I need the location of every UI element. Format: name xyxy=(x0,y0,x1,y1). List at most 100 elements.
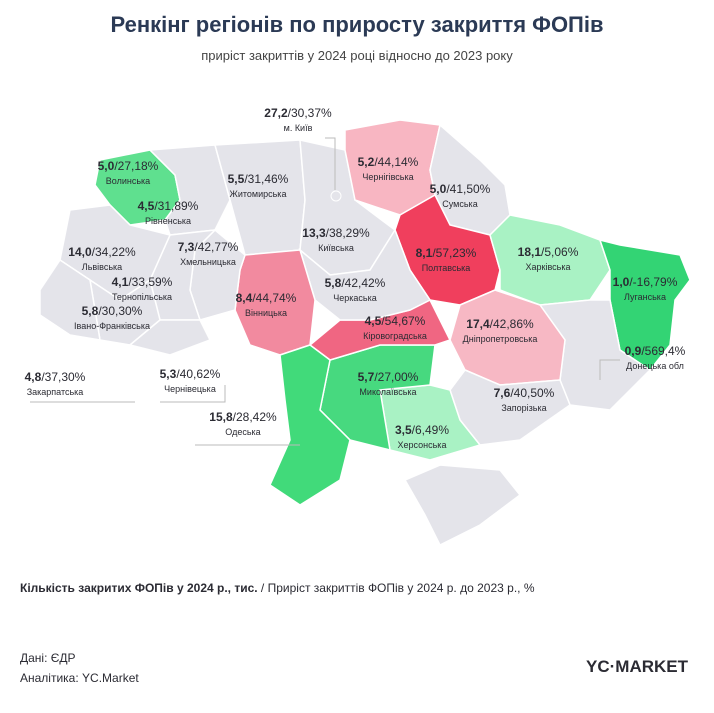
region-name: Запорізька xyxy=(501,403,546,413)
count: 5,3 xyxy=(160,367,177,381)
labels: 5,0/27,18% Волинська 4,5/31,89% Рівненська 5… xyxy=(25,106,686,450)
region-value: 0,9/569,4% xyxy=(625,344,686,358)
count: 0,9 xyxy=(625,344,642,358)
growth: /44,74% xyxy=(252,291,296,305)
region-value: 15,8/28,42% xyxy=(209,410,277,424)
growth: /37,30% xyxy=(41,370,85,384)
count: 4,5 xyxy=(365,314,382,328)
count: 27,2 xyxy=(264,106,288,120)
region xyxy=(330,190,342,202)
region-value: 14,0/34,22% xyxy=(68,245,136,259)
crimea xyxy=(403,464,522,547)
subtitle: приріст закриттів у 2024 році відносно д… xyxy=(201,48,513,63)
count: 8,1 xyxy=(416,246,433,260)
growth: /42,42% xyxy=(341,276,385,290)
growth: /30,37% xyxy=(288,106,332,120)
count: 5,8 xyxy=(82,304,99,318)
title: Ренкінг регіонів по приросту закриття ФО… xyxy=(110,12,603,37)
growth: /57,23% xyxy=(432,246,476,260)
region xyxy=(39,258,101,341)
growth: /34,22% xyxy=(92,245,136,259)
region-name: Вінницька xyxy=(245,308,287,318)
region-name: Івано-Франківська xyxy=(74,321,150,331)
growth: /-16,79% xyxy=(629,275,677,289)
count: 13,3 xyxy=(302,226,326,240)
region-value: 4,5/54,67% xyxy=(365,314,426,328)
count: 18,1 xyxy=(518,245,542,259)
growth: /38,29% xyxy=(326,226,370,240)
region-name: Дніпропетровська xyxy=(463,334,538,344)
growth: /42,86% xyxy=(490,317,534,331)
region-name: Львівська xyxy=(82,262,122,272)
region-name: Рівненська xyxy=(145,216,191,226)
region-value: 3,5/6,49% xyxy=(395,423,449,437)
count: 5,8 xyxy=(325,276,342,290)
growth: /40,50% xyxy=(510,386,554,400)
region-name: Закарпатська xyxy=(27,387,84,397)
legend-bold: Кількість закритих ФОПів у 2024 р., тис. xyxy=(20,581,258,595)
growth: /42,77% xyxy=(194,240,238,254)
count: 7,3 xyxy=(178,240,195,254)
region-value: 1,0/-16,79% xyxy=(613,275,678,289)
count: 5,0 xyxy=(430,182,447,196)
region-value: 13,3/38,29% xyxy=(302,226,370,240)
legend: Кількість закритих ФОПів у 2024 р., тис.… xyxy=(20,581,535,595)
region-value: 17,4/42,86% xyxy=(466,317,534,331)
region-value: 4,8/37,30% xyxy=(25,370,86,384)
growth: /5,06% xyxy=(541,245,579,259)
region-name: Донецька обл xyxy=(626,361,684,371)
region-value: 8,1/57,23% xyxy=(416,246,477,260)
count: 1,0 xyxy=(613,275,630,289)
count: 4,1 xyxy=(112,275,129,289)
region xyxy=(298,228,432,321)
region-name: Волинська xyxy=(106,176,150,186)
region xyxy=(489,214,611,306)
region-value: 8,4/44,74% xyxy=(236,291,297,305)
source: Дані: ЄДР xyxy=(20,651,76,665)
growth: /31,89% xyxy=(154,199,198,213)
count: 14,0 xyxy=(68,245,92,259)
growth: /40,62% xyxy=(176,367,220,381)
region-name: м. Київ xyxy=(284,123,313,133)
leader xyxy=(325,137,336,190)
region-name: Луганська xyxy=(624,292,666,302)
count: 4,8 xyxy=(25,370,42,384)
logo: YC·MARKET xyxy=(586,657,689,676)
region-name: Чернігівська xyxy=(362,172,413,182)
count: 17,4 xyxy=(466,317,490,331)
region-name: Чернівецька xyxy=(164,384,216,394)
region xyxy=(128,319,212,356)
region-name: Житомирська xyxy=(230,189,287,199)
region-value: 7,3/42,77% xyxy=(178,240,239,254)
growth: /27,18% xyxy=(114,159,158,173)
growth: /33,59% xyxy=(128,275,172,289)
growth: /31,46% xyxy=(244,172,288,186)
region-value: 5,2/44,14% xyxy=(358,155,419,169)
growth: /569,4% xyxy=(641,344,685,358)
region-name: Харківська xyxy=(526,262,571,272)
count: 4,5 xyxy=(138,199,155,213)
growth: /28,42% xyxy=(233,410,277,424)
region-name: Тернопільська xyxy=(112,292,172,302)
region-value: 4,1/33,59% xyxy=(112,275,173,289)
region-name: Сумська xyxy=(442,199,477,209)
legend-rest: / Приріст закриттів ФОПів у 2024 р. до 2… xyxy=(258,581,535,595)
region-name: Київська xyxy=(318,243,354,253)
count: 3,5 xyxy=(395,423,412,437)
region-name: Одеська xyxy=(225,427,260,437)
region-name: Черкаська xyxy=(333,293,376,303)
map xyxy=(39,119,691,547)
count: 15,8 xyxy=(209,410,233,424)
analytics: Аналітика: YC.Market xyxy=(20,671,139,685)
count: 7,6 xyxy=(494,386,511,400)
region-name: Полтавська xyxy=(422,263,471,273)
region-value: 5,8/30,30% xyxy=(82,304,143,318)
region-name: Кіровоградська xyxy=(363,331,427,341)
growth: /6,49% xyxy=(412,423,450,437)
region xyxy=(379,384,482,461)
region-value: 5,5/31,46% xyxy=(228,172,289,186)
region-value: 5,8/42,42% xyxy=(325,276,386,290)
growth: /27,00% xyxy=(374,370,418,384)
region-value: 4,5/31,89% xyxy=(138,199,199,213)
